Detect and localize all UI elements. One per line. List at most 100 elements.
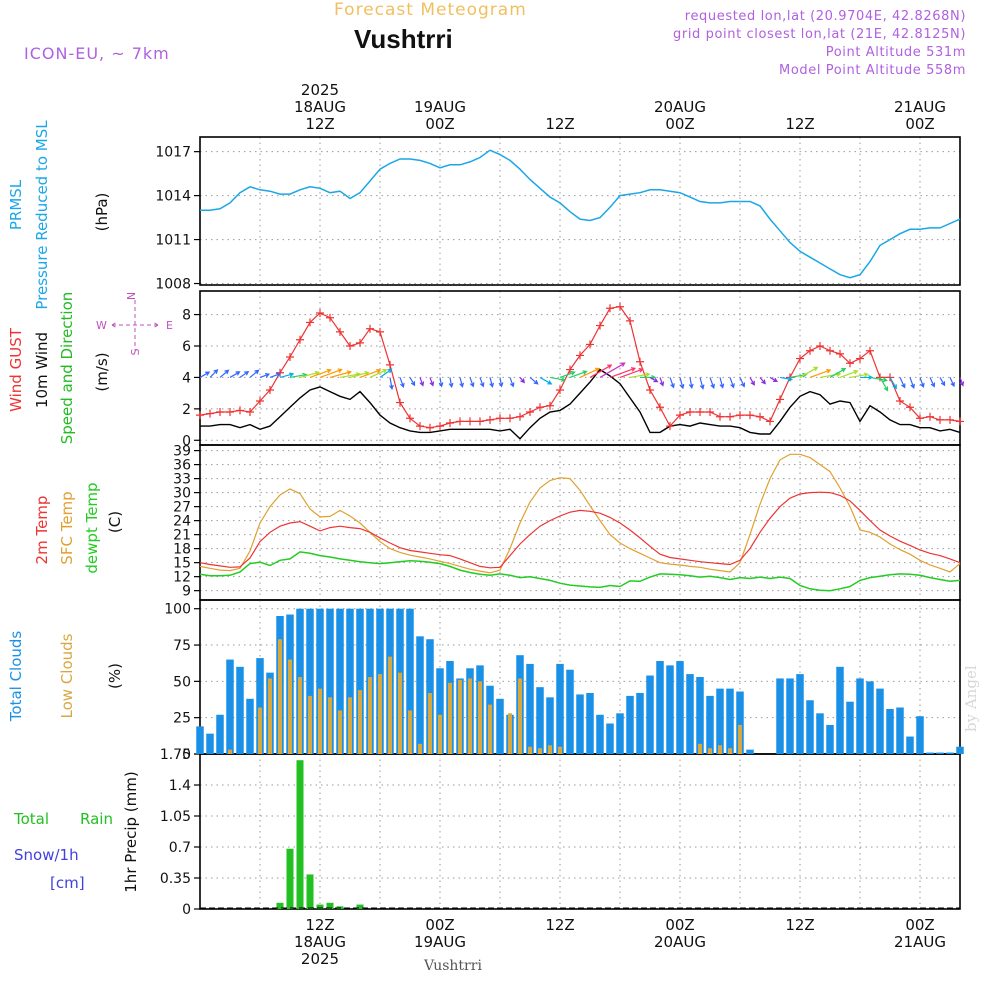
top-time-label: 00Z bbox=[665, 115, 694, 133]
wind-direction-arrow bbox=[939, 377, 946, 387]
pressure-ytick-label: 1017 bbox=[155, 145, 191, 161]
total-cloud-bar bbox=[406, 608, 414, 754]
wind-gust-point bbox=[406, 414, 414, 423]
wind-direction-arrow bbox=[249, 369, 260, 378]
wind-direction-arrow bbox=[419, 377, 425, 387]
wind-direction-arrow bbox=[959, 377, 965, 387]
top-time-label: 19AUG bbox=[414, 98, 466, 116]
clouds-ytick-label: 25 bbox=[173, 711, 191, 727]
wind-direction-arrow bbox=[438, 377, 444, 388]
wind-gust-point bbox=[476, 417, 484, 426]
total-cloud-bar bbox=[836, 666, 844, 754]
wind-gust-point bbox=[336, 327, 344, 336]
wind-direction-arrow bbox=[719, 377, 725, 389]
low-cloud-bar bbox=[378, 674, 382, 754]
bottom-time-label: 00Z bbox=[905, 916, 934, 934]
low-cloud-bar bbox=[738, 724, 742, 754]
low-cloud-bar bbox=[718, 745, 722, 754]
bottom-time-label: 12Z bbox=[545, 916, 574, 934]
low-cloud-bar bbox=[458, 679, 462, 754]
wind-gust-point bbox=[306, 318, 314, 327]
compass-west-label: W bbox=[96, 319, 107, 332]
precip-ytick-label: 0.35 bbox=[160, 871, 191, 887]
bottom-time-label: 00Z bbox=[665, 916, 694, 934]
product-title: Forecast Meteogram bbox=[334, 0, 527, 20]
wind-gust-point bbox=[546, 401, 554, 410]
total-cloud-bar bbox=[526, 663, 534, 754]
pressure-label-prmsl: PRMSL bbox=[7, 179, 25, 230]
wind-gust-point bbox=[696, 408, 704, 416]
rain-bar bbox=[276, 902, 284, 909]
total-cloud-bar bbox=[676, 661, 684, 754]
low-cloud-bar bbox=[268, 678, 272, 754]
wind-direction-arrow bbox=[359, 368, 382, 378]
total-cloud-bar bbox=[596, 714, 604, 754]
wind-direction-arrow bbox=[759, 377, 766, 385]
top-time-label: 18AUG bbox=[294, 98, 346, 116]
low-cloud-bar bbox=[468, 678, 472, 754]
wind-gust-point bbox=[456, 417, 464, 426]
total-cloud-bar bbox=[246, 698, 254, 754]
low-cloud-bar bbox=[328, 697, 332, 754]
wind-gust-point bbox=[316, 309, 324, 317]
low-cloud-bar bbox=[528, 746, 532, 754]
wind-direction-arrow bbox=[619, 368, 644, 378]
wind-gust-point bbox=[526, 408, 534, 416]
wind-ytick-label: 2 bbox=[182, 402, 191, 418]
wind-gust-point bbox=[946, 415, 954, 424]
total-cloud-bar bbox=[956, 746, 964, 754]
wind-gust-point bbox=[386, 360, 394, 369]
clouds-ytick-label: 0 bbox=[182, 747, 191, 763]
total-cloud-bar bbox=[546, 697, 554, 754]
total-cloud-bar bbox=[616, 713, 624, 754]
bottom-time-label: 00Z bbox=[425, 916, 454, 934]
wind-direction-arrow bbox=[729, 377, 735, 389]
low-cloud-bar bbox=[448, 682, 452, 754]
wind-direction-arrow bbox=[259, 372, 271, 378]
total-cloud-bar bbox=[776, 678, 784, 754]
wind-direction-arrow bbox=[199, 371, 211, 378]
wind-direction-arrow bbox=[929, 377, 936, 388]
low-cloud-bar bbox=[728, 748, 732, 754]
low-cloud-bar bbox=[548, 745, 552, 754]
snow-unit-label: [cm] bbox=[50, 874, 85, 892]
total-cloud-bar bbox=[946, 752, 954, 754]
low-cloud-bar bbox=[338, 710, 342, 754]
sfc-temp-label: SFC Temp bbox=[58, 491, 76, 564]
rain-bar bbox=[296, 760, 304, 909]
low-cloud-bar bbox=[298, 677, 302, 754]
wind-direction-arrow bbox=[459, 377, 464, 388]
wind-gust-point bbox=[296, 335, 304, 344]
temperature-ytick-label: 36 bbox=[173, 458, 191, 474]
wind-gust-point bbox=[396, 398, 404, 407]
total-cloud-bar bbox=[326, 608, 334, 754]
wind-direction-label: Speed and Direction bbox=[58, 292, 76, 445]
wind-direction-arrow bbox=[739, 377, 746, 388]
wind-gust-point bbox=[196, 411, 204, 420]
wind-gust-point bbox=[636, 357, 644, 366]
wind-ytick-label: 6 bbox=[182, 339, 191, 355]
wind-gust-point bbox=[496, 414, 504, 423]
wind-gust-point bbox=[916, 414, 924, 423]
wind-direction-arrow bbox=[329, 370, 352, 379]
total-cloud-bar bbox=[916, 716, 924, 754]
bottom-time-label: 12Z bbox=[785, 916, 814, 934]
wind-direction-arrow bbox=[839, 369, 859, 378]
rain-bar bbox=[306, 874, 314, 909]
wind-gust-point bbox=[666, 422, 674, 431]
total-cloud-bar bbox=[196, 726, 204, 754]
wind-direction-arrow bbox=[889, 377, 897, 390]
total-cloud-bar bbox=[536, 687, 544, 754]
wind-direction-arrow bbox=[409, 377, 416, 387]
wind-gust-point bbox=[356, 338, 364, 347]
wind-direction-arrow bbox=[659, 377, 665, 387]
bottom-time-label: 18AUG bbox=[294, 933, 346, 951]
wind-gust-point bbox=[906, 403, 914, 412]
wind-gust-point bbox=[366, 324, 374, 333]
watermark: by Angel bbox=[962, 665, 980, 732]
wind-direction-arrow bbox=[429, 377, 435, 387]
temperature-ytick-label: 33 bbox=[173, 472, 191, 488]
total-cloud-bar bbox=[686, 674, 694, 754]
precip-ytick-label: 1.75 bbox=[160, 747, 191, 763]
wind-unit-label: (m/s) bbox=[93, 352, 111, 391]
